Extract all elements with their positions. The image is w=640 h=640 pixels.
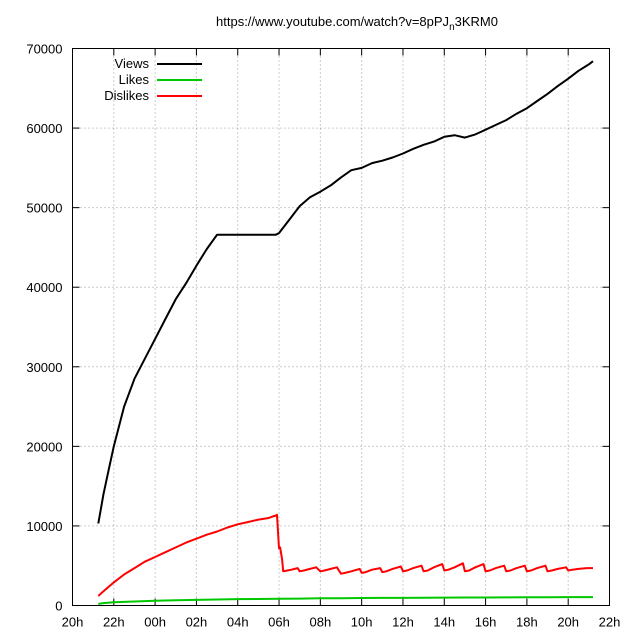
x-tick-label: 20h — [62, 615, 84, 630]
x-tick-label: 08h — [309, 615, 331, 630]
legend-label-likes: Likes — [119, 72, 150, 87]
x-tick-label: 18h — [516, 615, 538, 630]
x-tick-label: 22h — [599, 615, 621, 630]
x-tick-label: 02h — [186, 615, 208, 630]
chart-title-main: https://www.youtube.com/watch?v=8pPJ — [216, 14, 449, 29]
plot-frame — [72, 48, 610, 606]
x-tick-label: 20h — [557, 615, 579, 630]
x-tick-label: 10h — [351, 615, 373, 630]
y-tick-label: 20000 — [26, 439, 62, 454]
axis-ticks — [72, 48, 610, 606]
y-tick-label: 30000 — [26, 360, 62, 375]
y-tick-label: 10000 — [26, 519, 62, 534]
chart-title: https://www.youtube.com/watch?v=8pPJn3KR… — [216, 14, 498, 33]
y-tick-label: 0 — [55, 599, 62, 614]
y-tick-label: 60000 — [26, 121, 62, 136]
x-tick-label: 12h — [392, 615, 414, 630]
series-line-likes — [98, 596, 593, 605]
x-tick-label: 00h — [144, 615, 166, 630]
chart-title-subscript: n — [449, 22, 455, 33]
series-line-dislikes — [97, 513, 593, 597]
x-tick-label: 06h — [268, 615, 290, 630]
y-tick-label: 70000 — [26, 42, 62, 57]
grid — [72, 48, 610, 606]
x-tick-label: 14h — [433, 615, 455, 630]
y-tick-label: 40000 — [26, 280, 62, 295]
series-lines — [97, 60, 594, 605]
x-tick-label: 04h — [227, 615, 249, 630]
legend-label-dislikes: Dislikes — [104, 88, 149, 103]
x-tick-label: 22h — [103, 615, 125, 630]
x-tick-label: 16h — [475, 615, 497, 630]
legend-label-views: Views — [115, 56, 150, 71]
y-tick-label: 50000 — [26, 201, 62, 216]
series-line-views — [97, 60, 594, 524]
chart-title-suffix: 3KRM0 — [455, 14, 498, 29]
axis-tick-labels: 20h 22h 00h 02h 04h 06h 08h 10h 12h 14h 16h 18h 20h 2… — [26, 42, 620, 630]
